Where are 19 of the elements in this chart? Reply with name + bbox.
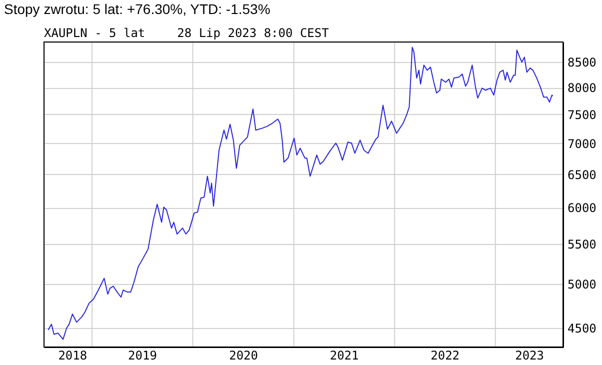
y-tick-label: 8500 (568, 56, 596, 70)
y-tick-label: 4500 (568, 321, 596, 336)
chart-subtitle: 28 Lip 2023 8:00 CEST (177, 26, 329, 40)
y-tick-label: 7000 (568, 136, 596, 151)
text: Stopy zwrotu: 5 lat: +76.30%, YTD: -1.53% (4, 1, 270, 17)
x-tick-label: 2020 (229, 348, 258, 362)
y-tick-label: 6500 (568, 168, 596, 182)
y-tick-label: 7500 (568, 108, 596, 122)
y-tick-label: 5500 (568, 238, 596, 252)
chart-title: XAUPLN - 5 lat (44, 26, 146, 40)
x-tick-label: 2021 (330, 348, 359, 362)
x-tick-label: 2019 (128, 348, 157, 362)
x-tick-label: 2023 (515, 348, 544, 362)
x-tick-label: 2018 (58, 348, 88, 362)
y-tick-label: 6000 (568, 201, 596, 216)
line-series (48, 46, 554, 340)
y-tick-label: 5000 (568, 277, 596, 292)
x-tick-label: 2022 (430, 348, 460, 362)
y-tick-label: 8000 (568, 81, 596, 95)
